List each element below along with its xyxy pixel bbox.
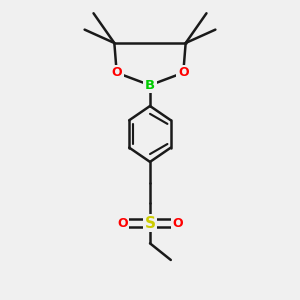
- Text: O: O: [178, 66, 189, 79]
- Text: O: O: [117, 217, 128, 230]
- Text: S: S: [145, 216, 155, 231]
- Text: O: O: [111, 66, 122, 79]
- Text: O: O: [172, 217, 183, 230]
- Text: B: B: [145, 79, 155, 92]
